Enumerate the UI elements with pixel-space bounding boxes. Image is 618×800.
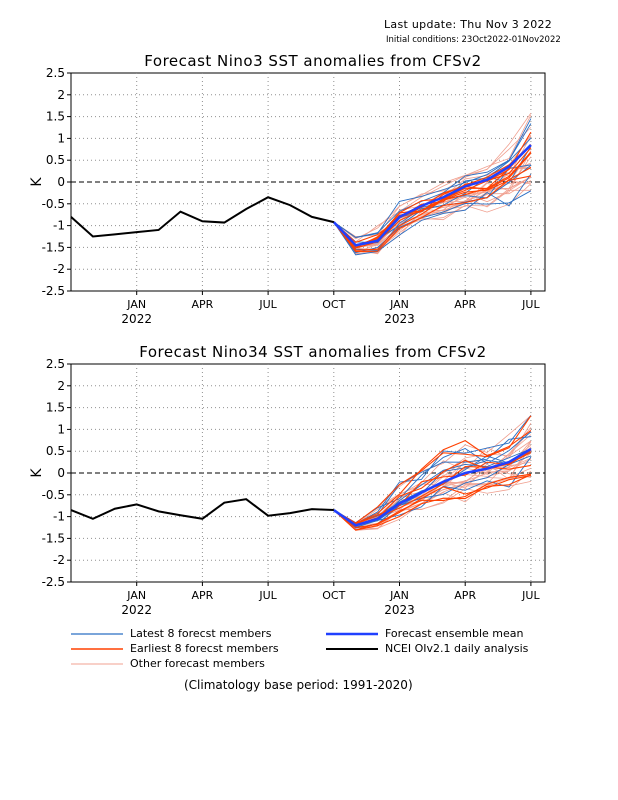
y-tick-label: 1 [57, 131, 65, 145]
y-tick-label: -1 [53, 219, 65, 233]
x-tick-label: APR [191, 589, 213, 602]
x-tick-label: APR [454, 298, 476, 311]
x-tick-label: JAN [389, 589, 409, 602]
legend-latest-label: Latest 8 forecst members [130, 627, 272, 640]
y-tick-label: -1 [53, 510, 65, 524]
observed-analysis-line [70, 498, 334, 520]
y-tick-label: 2.5 [46, 357, 65, 371]
other-member-line [333, 134, 532, 248]
y-tick-label: -1.5 [42, 531, 65, 545]
ensemble-mean-line [333, 447, 532, 527]
last-update-text: Last update: Thu Nov 3 2022 [384, 18, 553, 31]
earliest-member-line [333, 167, 532, 253]
x-year-label: 2023 [384, 312, 415, 326]
earliest-member-line [333, 473, 531, 531]
earliest-member-line [333, 175, 532, 251]
y-tick-label: -2 [53, 262, 65, 276]
x-tick-label: OCT [322, 298, 345, 311]
y-tick-label: 1.5 [46, 401, 65, 415]
x-year-label: 2022 [121, 312, 152, 326]
x-tick-label: JAN [126, 298, 146, 311]
latest-member-line [333, 118, 532, 238]
latest-member-line [333, 173, 532, 256]
y-tick-label: -0.5 [42, 197, 65, 211]
y-tick-label: -2.5 [42, 284, 65, 298]
y-axis-label: K [29, 177, 45, 187]
earliest-member-line [333, 430, 532, 525]
legend-other-label: Other forecast members [130, 657, 265, 670]
y-tick-label: -2.5 [42, 575, 65, 589]
x-tick-label: JAN [389, 298, 409, 311]
y-tick-label: 0.5 [46, 444, 65, 458]
legend-mean-label: Forecast ensemble mean [385, 627, 524, 640]
y-tick-label: -2 [53, 553, 65, 567]
earliest-member-line [333, 415, 532, 524]
x-tick-label: OCT [322, 589, 345, 602]
other-member-line [333, 429, 532, 525]
y-tick-label: 2 [57, 379, 65, 393]
earliest-member-line [333, 474, 532, 531]
other-member-line [333, 427, 532, 524]
y-tick-label: 1.5 [46, 110, 65, 124]
chart-title: Forecast Nino34 SST anomalies from CFSv2 [139, 343, 486, 361]
other-member-line [333, 112, 532, 240]
y-tick-label: 2.5 [46, 66, 65, 80]
legend-earliest-label: Earliest 8 forecst members [130, 642, 279, 655]
y-tick-label: -0.5 [42, 488, 65, 502]
x-tick-label: JUL [521, 298, 540, 311]
earliest-member-line [333, 144, 532, 249]
other-member-line [333, 135, 532, 246]
y-tick-label: 0.5 [46, 153, 65, 167]
y-tick-label: 1 [57, 422, 65, 436]
y-tick-label: 0 [57, 175, 65, 189]
x-tick-label: JUL [258, 589, 277, 602]
ensemble-mean-line [332, 144, 532, 247]
y-tick-label: 2 [57, 88, 65, 102]
legend-obs-label: NCEI OIv2.1 daily analysis [385, 642, 529, 655]
observed-analysis-line [70, 196, 335, 238]
chart-title: Forecast Nino3 SST anomalies from CFSv2 [144, 52, 481, 70]
x-tick-label: JUL [258, 298, 277, 311]
initial-conditions-text: Initial conditions: 23Oct2022-01Nov2022 [386, 35, 561, 45]
x-tick-label: JUL [521, 589, 540, 602]
x-tick-label: APR [191, 298, 213, 311]
y-tick-label: 0 [57, 466, 65, 480]
x-tick-label: JAN [126, 589, 146, 602]
x-year-label: 2023 [384, 603, 415, 617]
x-year-label: 2022 [121, 603, 152, 617]
x-tick-label: APR [454, 589, 476, 602]
y-tick-label: -1.5 [42, 240, 65, 254]
other-member-line [333, 423, 532, 525]
earliest-member-line [333, 475, 532, 529]
climatology-footer: (Climatology base period: 1991-2020) [184, 678, 413, 692]
latest-member-line [333, 436, 531, 524]
y-axis-label: K [29, 468, 45, 478]
earliest-member-line [333, 151, 532, 247]
latest-member-line [333, 137, 532, 244]
